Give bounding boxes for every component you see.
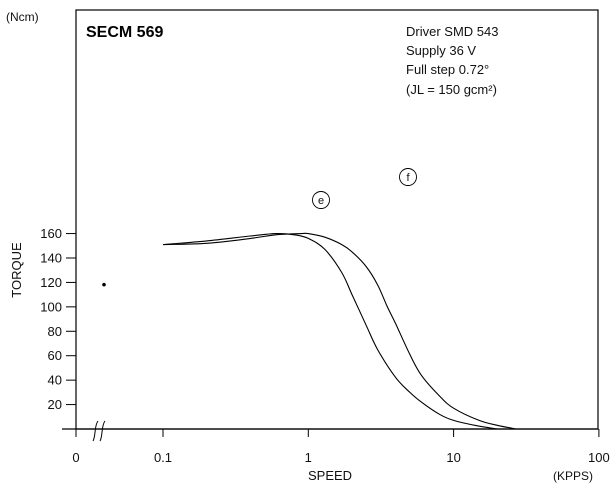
x-axis-title: SPEED [308,468,352,483]
y-tick-label: 80 [48,324,62,339]
series-curve-f [162,232,517,430]
y-tick-label: 20 [48,397,62,412]
isolated-data-point [102,282,106,287]
x-tick-label: 100 [588,450,610,465]
y-tick-label: 60 [48,348,62,363]
x-axis-break-mark [92,420,106,442]
note-step: Full step 0.72° [406,62,489,77]
y-axis-unit: (Ncm) [6,10,39,24]
note-inertia: (JL = 150 gcm²) [406,82,497,97]
y-tick-label: 160 [40,226,62,241]
note-supply: Supply 36 V [406,43,476,58]
x-tick-label: 0.1 [154,450,172,465]
y-tick-label: 40 [48,373,62,388]
y-axis-title: TORQUE [9,242,24,298]
ticks-layer: 20 40 60 80 100 120 140 160 0 0.1 1 10 100 [40,226,609,465]
y-tick-label: 140 [40,250,62,265]
chart-title: SECM 569 [86,24,163,41]
y-tick-label: 100 [40,299,62,314]
curve-label-e: e [312,191,330,209]
series-curve-e [162,233,498,430]
curve-label-f: f [399,168,417,186]
x-tick-label: 10 [446,450,460,465]
x-axis-unit: (KPPS) [553,469,593,483]
svg-text:e: e [318,195,324,207]
y-tick-label: 120 [40,275,62,290]
x-tick-label: 0 [72,450,79,465]
plot-frame [75,9,599,430]
svg-text:f: f [406,172,410,184]
x-tick-label: 1 [305,450,312,465]
note-driver: Driver SMD 543 [406,24,498,39]
series-layer [162,232,517,430]
